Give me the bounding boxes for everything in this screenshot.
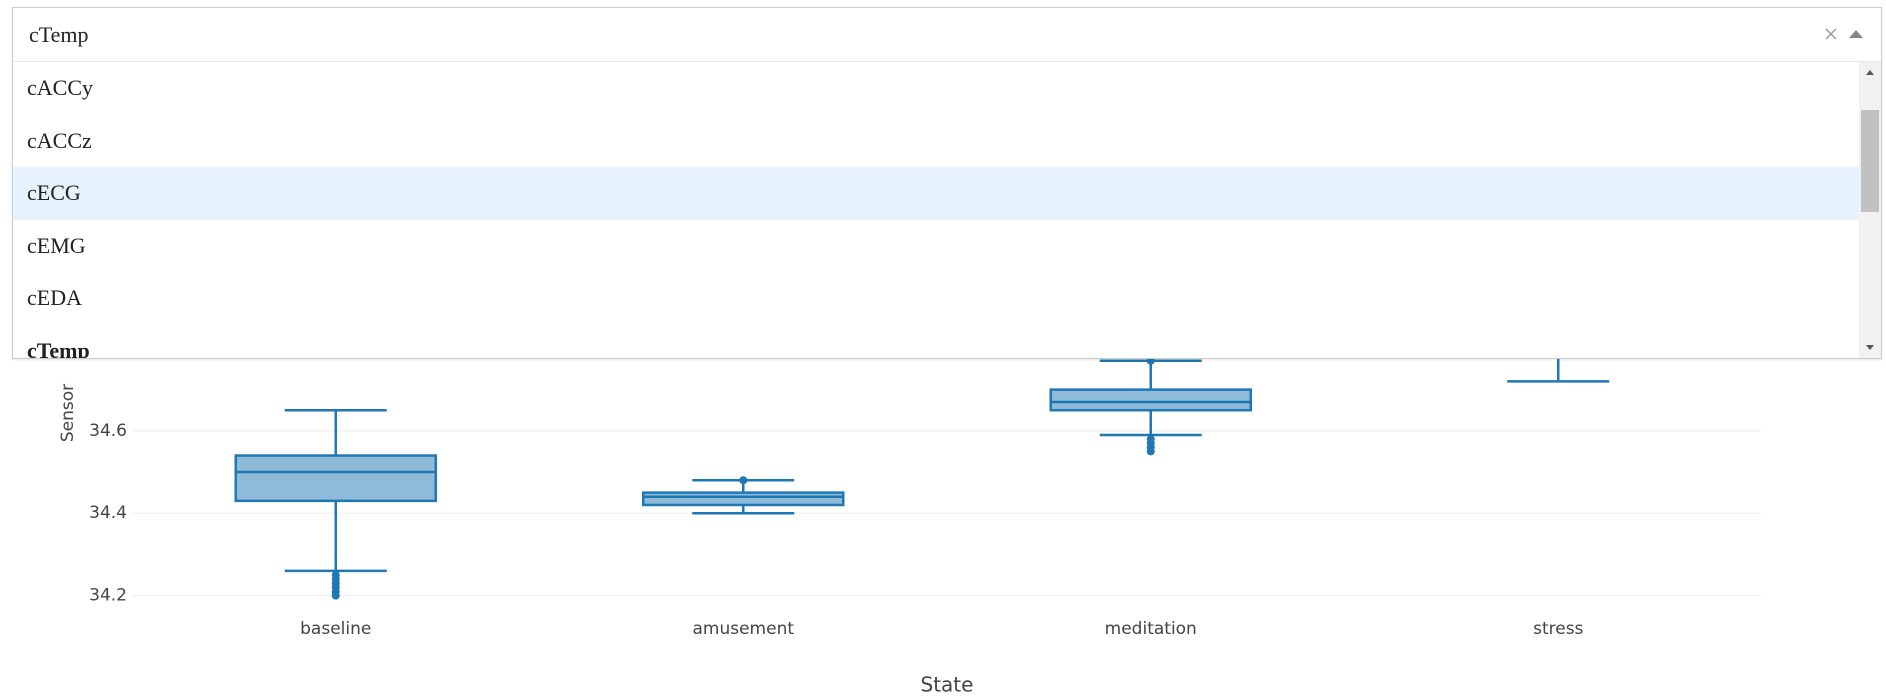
box xyxy=(642,491,845,507)
box xyxy=(234,454,437,503)
dropdown-option[interactable]: cTemp xyxy=(27,337,90,359)
dropdown-option[interactable]: cEMG xyxy=(27,232,86,258)
scroll-thumb[interactable] xyxy=(1861,110,1879,212)
selected-value: cTemp xyxy=(29,22,89,47)
clear-icon[interactable] xyxy=(1825,28,1837,40)
outlier xyxy=(1146,447,1155,456)
x-tick-label: amusement xyxy=(692,619,794,639)
collapse-arrow[interactable] xyxy=(1849,30,1863,38)
x-tick-label: stress xyxy=(1533,619,1583,639)
y-axis-label: Sensor xyxy=(58,384,78,442)
scrollbar[interactable] xyxy=(1859,62,1881,358)
x-axis-label: State xyxy=(921,673,974,697)
x-tick-label: baseline xyxy=(300,619,371,639)
y-tick-label: 34.6 xyxy=(89,421,127,441)
y-tick-label: 34.2 xyxy=(89,586,127,606)
dropdown-option[interactable]: cEDA xyxy=(27,285,82,310)
dropdown-option[interactable]: cACCy xyxy=(27,75,93,100)
dropdown-controls xyxy=(1825,28,1863,40)
dropdown-input[interactable]: cTemp xyxy=(13,8,1881,62)
options-list: cACCy cACCz cECG cEMG cEDA cTemp xyxy=(13,62,1881,358)
x-tick-label: meditation xyxy=(1105,619,1197,639)
y-tick-label: 34.4 xyxy=(89,503,127,523)
dropdown-option[interactable]: cECG xyxy=(13,167,1859,220)
dropdown[interactable]: cTemp cACCy cACCz cECG cEMG cEDA cTemp xyxy=(12,7,1882,359)
outlier xyxy=(739,476,748,485)
outlier xyxy=(331,591,340,600)
box xyxy=(1049,388,1252,412)
dropdown-option[interactable]: cACCz xyxy=(27,127,92,153)
